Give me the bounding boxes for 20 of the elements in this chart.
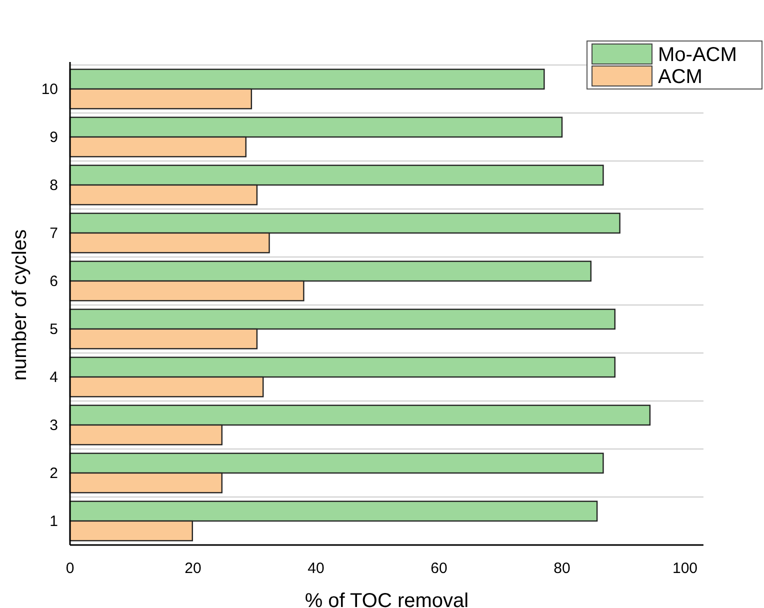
legend-label: Mo-ACM (658, 44, 737, 66)
x-tick-label: 0 (66, 560, 74, 577)
y-tick-label: 2 (50, 465, 58, 482)
y-tick-label: 9 (50, 129, 58, 146)
y-tick-label: 4 (50, 369, 58, 386)
x-tick-label: 20 (184, 560, 202, 577)
x-tick-label: 40 (308, 560, 324, 577)
x-tick-label: 80 (554, 560, 570, 577)
y-tick-label: 1 (50, 513, 58, 530)
x-tick-label: 60 (430, 560, 448, 577)
legend-label: ACM (658, 66, 702, 88)
y-tick-label: 5 (50, 321, 58, 338)
y-tick-label: 6 (50, 273, 58, 290)
x-tick-label: 100 (672, 560, 698, 577)
y-axis-title: number of cycles (9, 229, 31, 381)
y-tick-label: 10 (41, 81, 58, 98)
y-tick-label: 7 (50, 225, 58, 242)
x-axis-title: % of TOC removal (304, 590, 469, 608)
y-tick-label: 3 (50, 417, 58, 434)
y-tick-label: 8 (50, 177, 58, 194)
